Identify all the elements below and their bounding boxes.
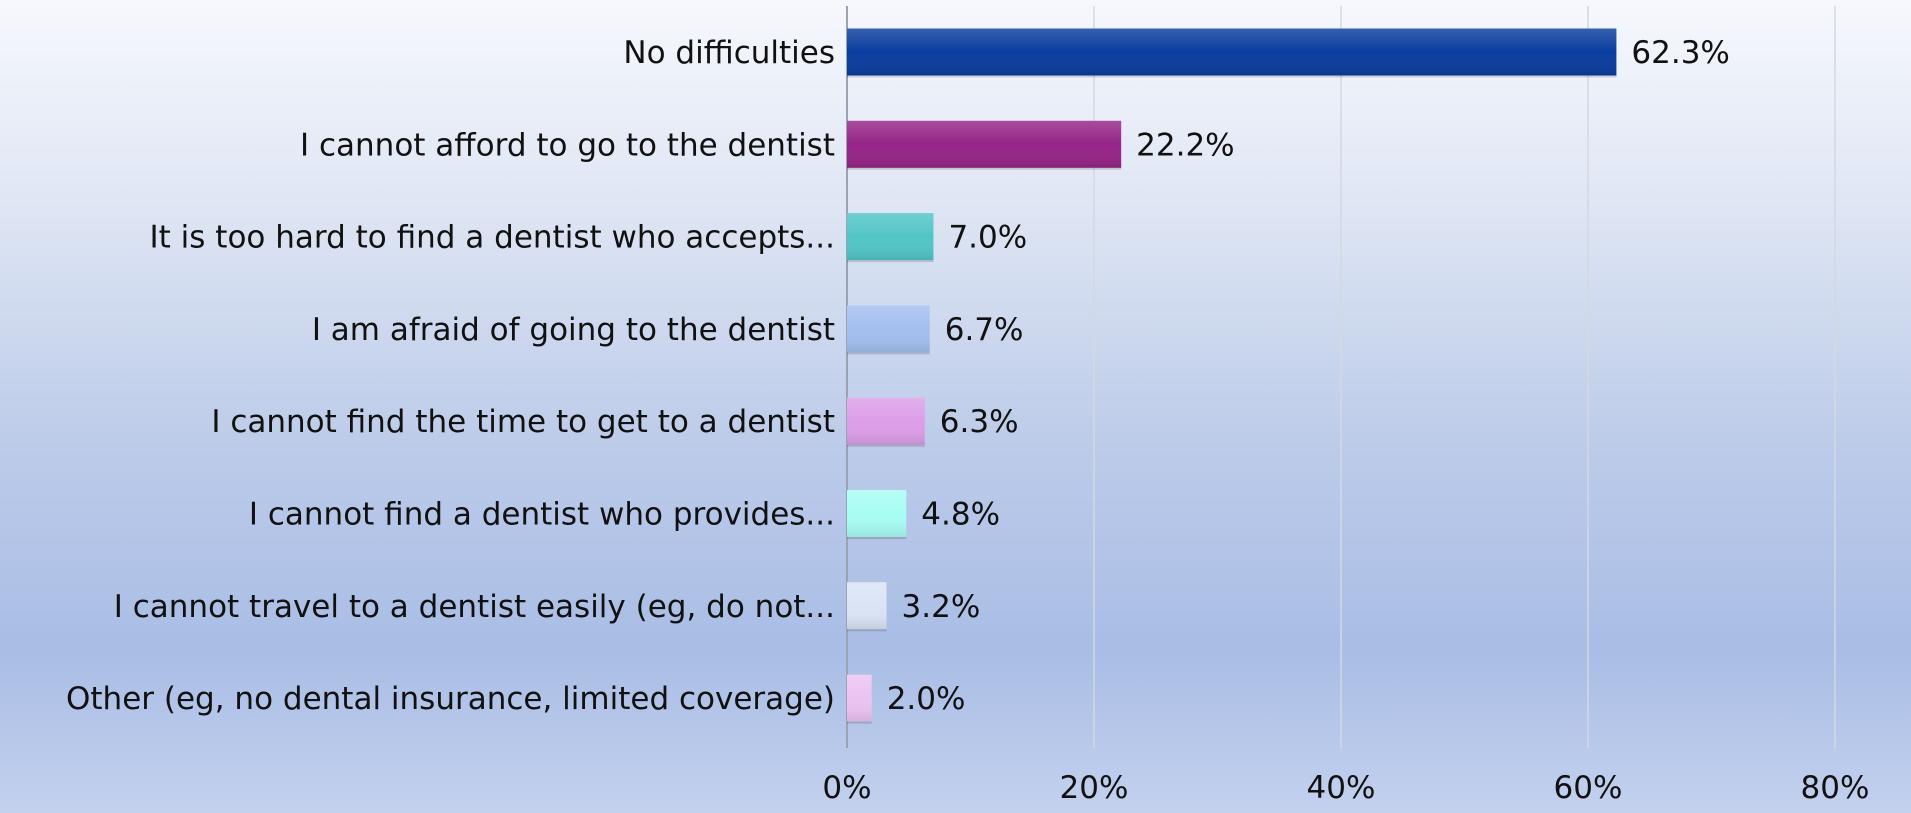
data-label: 62.3% [1631, 35, 1729, 71]
bar-highlight-6 [847, 490, 907, 537]
data-label: 3.2% [902, 589, 981, 625]
bar-highlight-1 [847, 28, 1617, 76]
category-label: I cannot find a dentist who provides... [249, 497, 835, 533]
x-tick-label: 40% [1307, 770, 1376, 806]
category-label: No difficulties [623, 35, 835, 71]
category-label: I am afraid of going to the dentist [312, 312, 835, 348]
category-labels: No difficulties I cannot afford to go to … [66, 35, 835, 717]
x-tick-label: 60% [1554, 770, 1623, 806]
bar-highlight-4 [847, 305, 930, 353]
x-tick-label: 80% [1801, 770, 1870, 806]
x-axis-tick-labels: 0% 20% 40% 60% 80% [822, 770, 1869, 806]
category-label: It is too hard to find a dentist who acc… [150, 220, 835, 256]
x-tick-label: 0% [822, 770, 871, 806]
bars [847, 28, 1617, 724]
data-label: 6.3% [940, 404, 1019, 440]
bar-highlight-3 [847, 213, 934, 261]
data-labels: 62.3% 22.2% 7.0% 6.7% 6.3% 4.8% 3.2% 2.0% [887, 35, 1730, 717]
category-label: I cannot travel to a dentist easily (eg,… [114, 589, 835, 625]
bar-highlight-2 [847, 120, 1122, 168]
data-label: 7.0% [948, 220, 1027, 256]
data-label: 22.2% [1136, 127, 1234, 163]
x-tick-label: 20% [1060, 770, 1129, 806]
data-label: 4.8% [921, 497, 1000, 533]
bar-highlight-5 [847, 397, 925, 445]
category-label: I cannot afford to go to the dentist [300, 127, 835, 163]
bar-highlight-7 [847, 582, 887, 630]
gridlines [846, 6, 1836, 748]
category-label: I cannot find the time to get to a denti… [211, 404, 835, 440]
bar-highlight-8 [847, 674, 872, 722]
category-label: Other (eg, no dental insurance, limited … [66, 681, 835, 717]
data-label: 6.7% [945, 312, 1024, 348]
data-label: 2.0% [887, 681, 966, 717]
